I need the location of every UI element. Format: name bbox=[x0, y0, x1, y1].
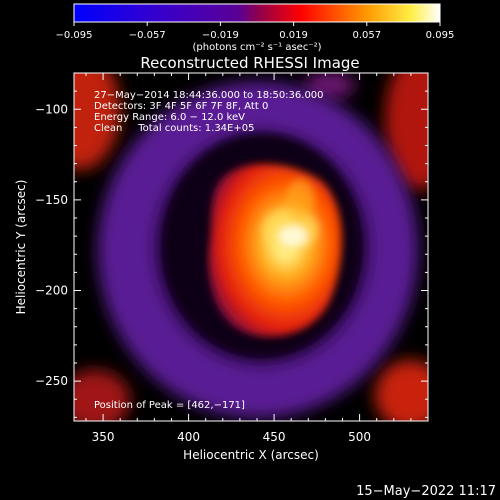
colorbar-tick-label: 0.019 bbox=[279, 30, 308, 41]
colorbar-tick-label: −0.095 bbox=[55, 30, 92, 41]
info-line: Clean Total counts: 1.34E+05 bbox=[94, 123, 254, 134]
colorbar-tick-label: −0.057 bbox=[129, 30, 166, 41]
footer-timestamp: 15−May−2022 11:17 bbox=[356, 484, 496, 499]
x-tick-label: 400 bbox=[177, 430, 200, 444]
y-axis-label: Heliocentric Y (arcsec) bbox=[14, 180, 28, 315]
y-tick-label: −150 bbox=[35, 193, 68, 207]
colorbar-tick-label: 0.095 bbox=[426, 30, 455, 41]
peak-position-label: Position of Peak = [462,−171] bbox=[94, 400, 245, 411]
info-line: Detectors: 3F 4F 5F 6F 7F 8F, Att 0 bbox=[94, 101, 268, 112]
colorbar-tick-label: −0.019 bbox=[202, 30, 239, 41]
x-tick-label: 500 bbox=[348, 430, 371, 444]
x-axis-label: Heliocentric X (arcsec) bbox=[183, 448, 319, 462]
chart-title: Reconstructed RHESSI Image bbox=[140, 54, 359, 72]
info-line: 27−May−2014 18:44:36.000 to 18:50:36.000 bbox=[94, 90, 324, 101]
y-tick-label: −100 bbox=[35, 102, 68, 116]
colorbar-tick-label: 0.057 bbox=[352, 30, 381, 41]
info-line: Energy Range: 6.0 − 12.0 keV bbox=[94, 112, 245, 123]
plot-frame bbox=[73, 72, 429, 422]
y-tick-label: −250 bbox=[35, 374, 68, 388]
x-tick-label: 450 bbox=[263, 430, 286, 444]
y-axis: −100 −150 −200 −250 bbox=[35, 72, 428, 418]
colorbar bbox=[74, 4, 440, 22]
corner-emission bbox=[74, 73, 428, 421]
y-tick-label: −200 bbox=[35, 284, 68, 298]
core-emission bbox=[208, 163, 342, 337]
plot-image bbox=[74, 73, 428, 421]
x-tick-label: 350 bbox=[92, 430, 115, 444]
x-axis: 350 400 450 500 bbox=[85, 73, 412, 444]
colorbar-frame bbox=[73, 3, 441, 23]
info-block: 27−May−2014 18:44:36.000 to 18:50:36.000… bbox=[94, 90, 324, 134]
colorbar-ticks: −0.095 −0.057 −0.019 0.019 0.057 0.095 bbox=[55, 22, 454, 41]
colorbar-units-label: (photons cm⁻² s⁻¹ asec⁻²) bbox=[192, 42, 321, 53]
